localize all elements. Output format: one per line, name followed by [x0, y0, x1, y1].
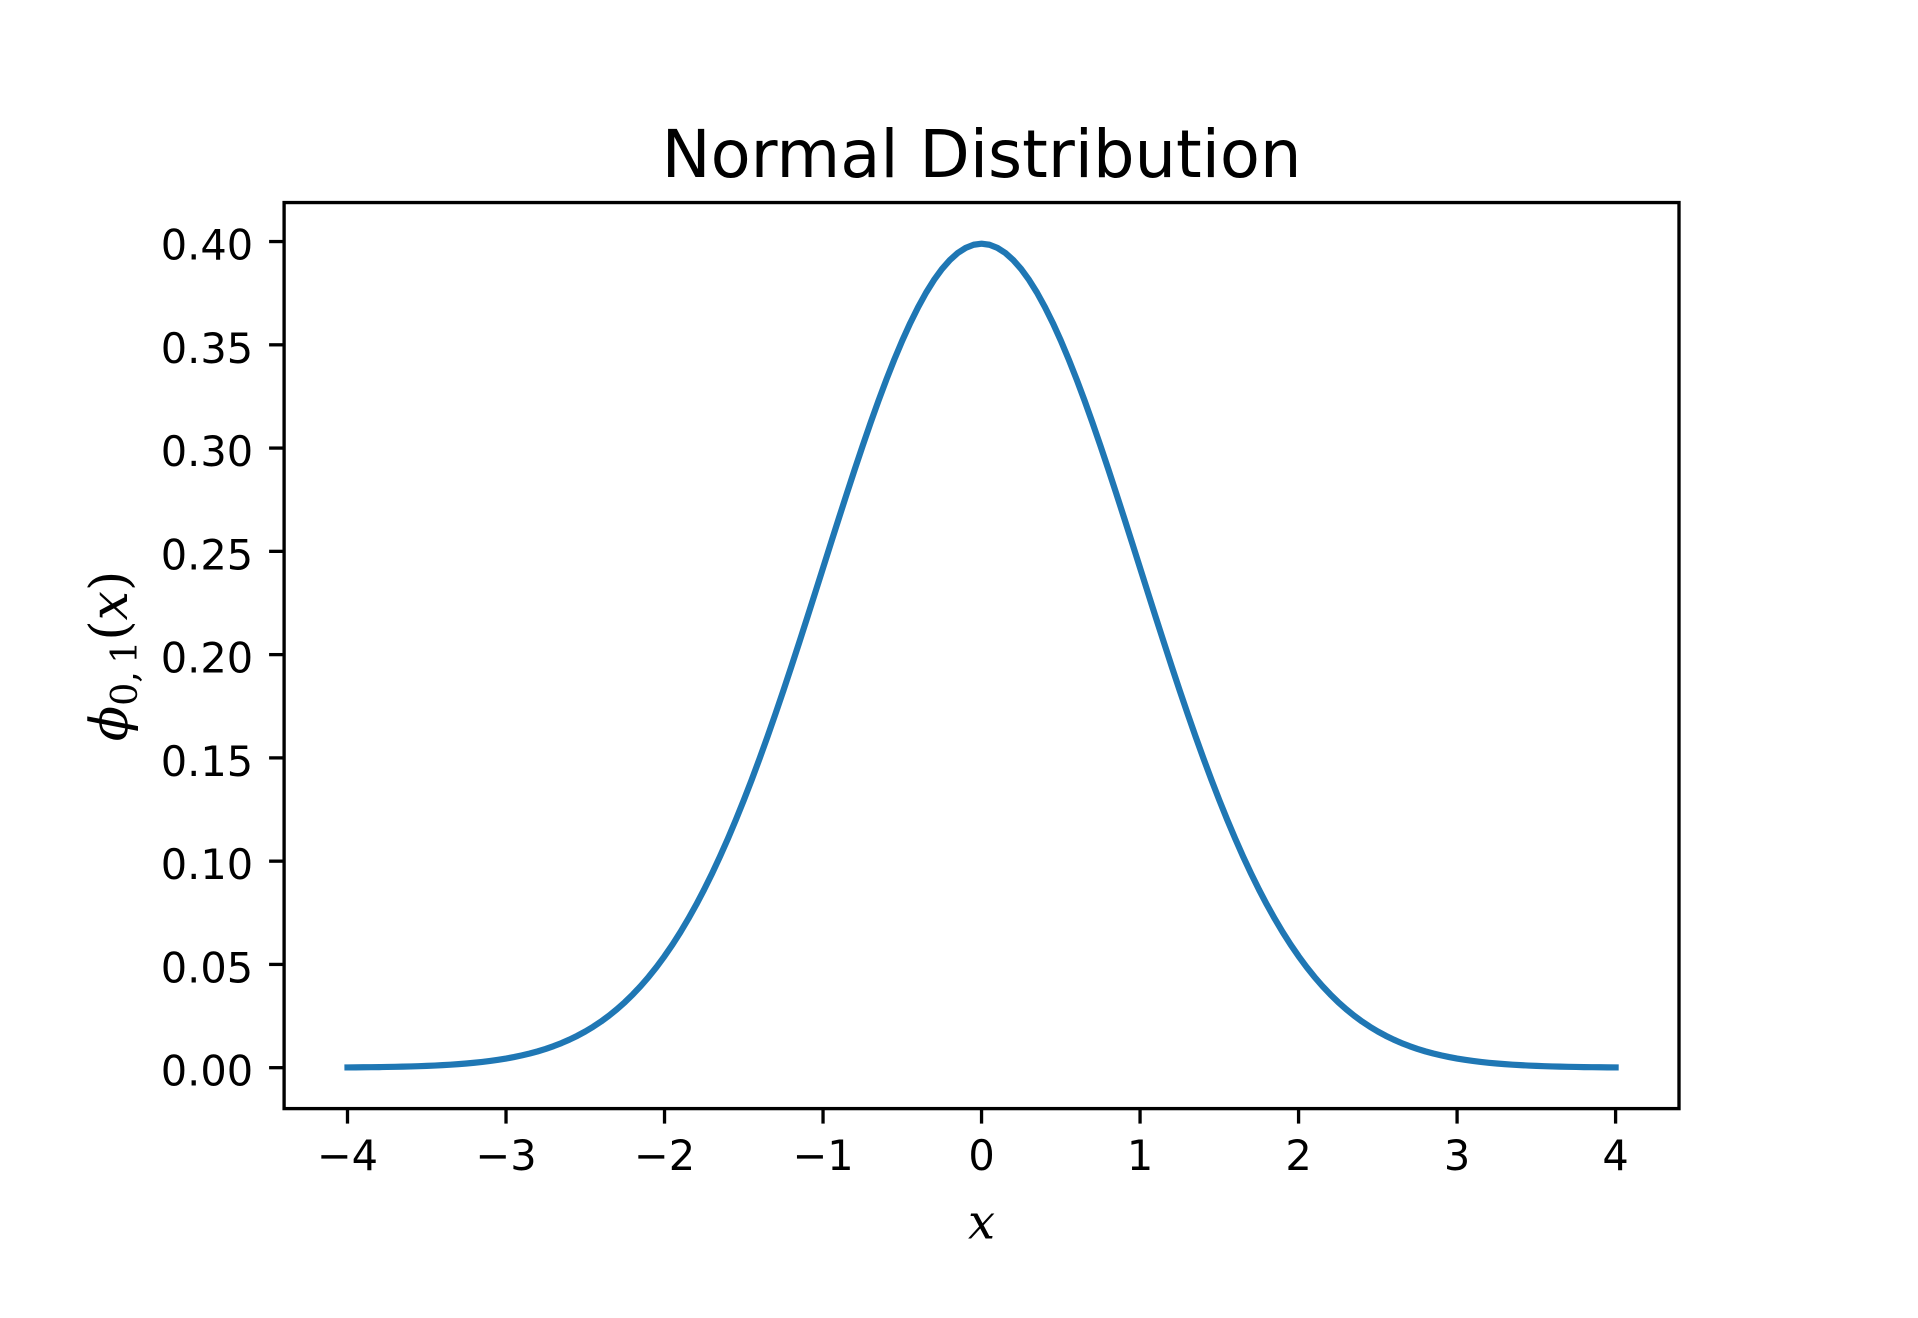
y-tick-label: 0.25	[161, 530, 253, 579]
x-axis-ticks: −4 −3 −2 −1 0 1 2 3 4	[317, 1108, 1629, 1180]
x-tick-label: −3	[475, 1131, 536, 1180]
y-tick-label: 0.40	[161, 221, 253, 270]
y-axis-label-variable: 𝑥	[80, 591, 140, 620]
chart-title: Normal Distribution	[662, 117, 1302, 193]
normal-pdf-curve	[344, 240, 1619, 1071]
y-tick-label: 0.35	[161, 324, 253, 373]
y-tick-label: 0.00	[161, 1047, 253, 1096]
y-axis-label-phi: 𝜙	[80, 706, 140, 741]
x-tick-label: −4	[317, 1131, 378, 1180]
y-axis-label-open-paren: (	[80, 620, 140, 640]
x-tick-label: 4	[1602, 1131, 1628, 1180]
x-tick-label: 1	[1127, 1131, 1153, 1180]
x-tick-label: 3	[1444, 1131, 1470, 1180]
y-tick-label: 0.15	[161, 737, 253, 786]
x-tick-label: 2	[1285, 1131, 1311, 1180]
y-tick-label: 0.20	[161, 634, 253, 683]
y-tick-label: 0.30	[161, 427, 253, 476]
y-axis-label-close-paren: )	[80, 571, 140, 591]
y-axis-label: 𝜙0, 1(𝑥)	[80, 571, 146, 742]
y-axis-label-subscript: 0, 1	[103, 641, 146, 706]
y-axis-ticks: 0.00 0.05 0.10 0.15 0.20 0.25 0.30 0.35 0.40	[161, 221, 285, 1096]
y-tick-label: 0.10	[161, 840, 253, 889]
x-tick-label: 0	[968, 1131, 994, 1180]
plot-area-frame	[282, 200, 1681, 1111]
x-axis-label: 𝑥	[968, 1195, 995, 1251]
x-tick-label: −2	[634, 1131, 695, 1180]
x-tick-label: −1	[792, 1131, 853, 1180]
y-tick-label: 0.05	[161, 943, 253, 992]
